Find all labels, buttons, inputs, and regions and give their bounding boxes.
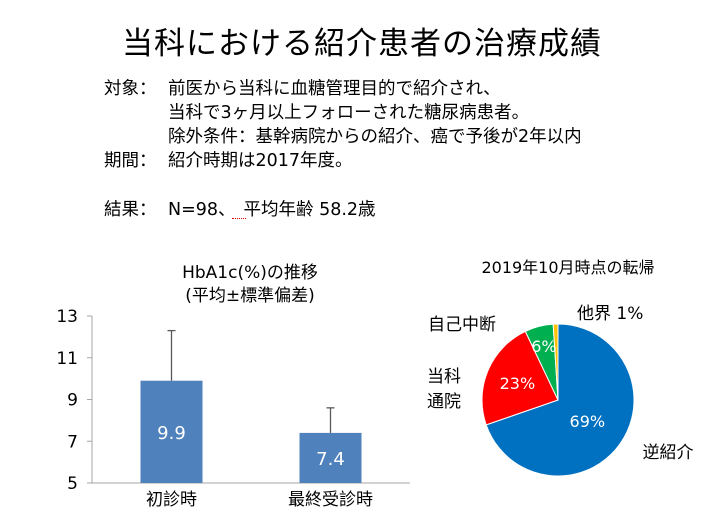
pie-value-label: 6% [531,337,556,356]
pie-value-label: 23% [500,374,536,393]
subject-label: 対象： [104,79,157,99]
bar [140,380,203,483]
pie-slice [552,323,559,401]
pie-chart-title: 2019年10月時点の転帰 [481,258,654,277]
pie-category-label: 自己中断 [428,315,496,335]
y-tick-label: 13 [56,307,78,327]
y-tick-label: 7 [67,432,78,452]
subject-text-2: 当科で3ヶ月以上フォローされた糖尿病患者。 [168,103,530,123]
hba1c-bar-chart: HbA1c(%)の推移 (平均±標準偏差) 5 7 9 11 13 9.9 初診時 7.4 最… [56,263,410,510]
bar-chart-subtitle: (平均±標準偏差) [185,286,315,306]
pie-value-label: 69% [570,412,606,431]
pie-slice [481,330,559,426]
slide-title: 当科における紹介患者の治療成績 [122,26,602,62]
spellcheck-underline [231,212,246,219]
subject-line-1: 対象： 前医から当科に血糖管理目的で紹介され、 [104,75,501,100]
period-label: 期間： [104,151,157,171]
y-tick-label: 11 [56,349,78,369]
result-n: N=98 [168,200,219,220]
x-category-label: 最終受診時 [288,490,373,510]
y-tick-label: 9 [67,391,78,411]
result-label: 結果： [104,200,157,220]
bar-value-label: 9.9 [157,423,186,444]
x-category-label: 初診時 [146,490,197,510]
pie-category-label: 当科 [427,367,461,387]
bar-value-label: 7.4 [316,449,345,470]
result-text: 平均年齢 58.2歳 [243,200,376,220]
pie-category-label: 他界 1% [577,304,643,324]
bar [299,432,362,483]
pie-category-label: 逆紹介 [643,443,694,463]
subject-text-1: 前医から当科に血糖管理目的で紹介され、 [168,79,501,99]
pie-category-label: 通院 [427,392,461,412]
exclusion-text: 除外条件：基幹病院からの紹介、癌で予後が2年以内 [168,127,582,147]
bar-chart-title: HbA1c(%)の推移 [182,263,318,283]
result-line: 結果： N=98、 平均年齢 58.2歳 [104,196,376,221]
result-sep: 、 [218,200,236,220]
subject-line-3: 除外条件：基幹病院からの紹介、癌で予後が2年以内 [104,123,582,148]
y-tick-label: 5 [67,474,78,494]
pie-slice [485,323,635,477]
subject-line-2: 当科で3ヶ月以上フォローされた糖尿病患者。 [104,99,529,124]
period-line: 期間： 紹介時期は2017年度。 [104,147,353,172]
period-text: 紹介時期は2017年度。 [168,151,353,171]
